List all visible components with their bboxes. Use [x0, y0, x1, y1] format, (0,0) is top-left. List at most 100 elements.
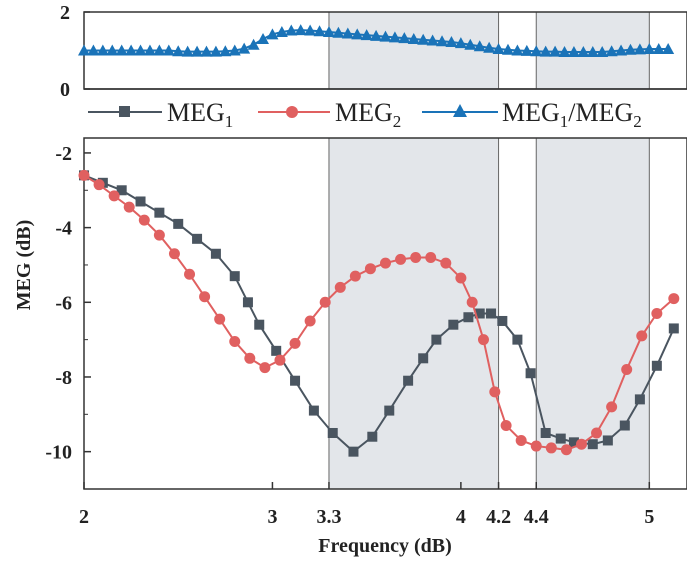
series-meg1-point-10: [254, 319, 265, 330]
series-meg2-point-24: [440, 257, 452, 269]
series-meg2-point-12: [259, 362, 271, 374]
series-meg-ratio-point-57: [615, 44, 628, 56]
series-meg1-point-35: [651, 360, 662, 371]
series-meg2-point-27: [477, 334, 489, 346]
series-meg-ratio-point-7: [143, 44, 156, 56]
series-meg2-point-37: [621, 364, 633, 376]
x-tick-label-2: 3.3: [316, 506, 341, 528]
legend-meg1-label: MEG1​: [167, 98, 233, 131]
series-meg2-point-0: [78, 169, 90, 181]
shaded-band-0: [328, 12, 499, 489]
series-meg-ratio-point-33: [388, 31, 401, 43]
series-meg1-point-17: [384, 405, 395, 416]
x-axis-label: Frequency (dB): [318, 535, 452, 557]
y-tick-label-1: -4: [55, 218, 72, 240]
series-meg-ratio-point-14: [209, 45, 222, 57]
x-tick-label-4: 4.2: [486, 506, 511, 528]
series-meg1-point-3: [135, 196, 146, 207]
series-meg2-point-33: [560, 444, 572, 456]
series-meg2-point-6: [168, 248, 180, 260]
series-meg-ratio-point-12: [191, 45, 204, 57]
series-meg-ratio-point-22: [285, 24, 298, 36]
legend-meg1-marker: [119, 106, 130, 117]
series-meg-ratio-point-28: [341, 27, 354, 39]
series-meg-ratio-point-53: [577, 46, 590, 58]
series-meg2-point-13: [274, 354, 286, 366]
series-meg-ratio-point-21: [275, 26, 288, 38]
series-meg-ratio-point-10: [172, 45, 185, 57]
series-meg-ratio-point-42: [473, 40, 486, 52]
series-meg2-point-11: [244, 352, 256, 364]
series-meg-ratio-point-1: [87, 44, 100, 56]
series-meg2-point-16: [319, 296, 331, 308]
series-meg-ratio-point-44: [492, 42, 505, 54]
series-meg-ratio-point-19: [257, 32, 270, 44]
series-meg1-point-19: [418, 353, 429, 364]
series-meg-ratio-point-5: [125, 44, 138, 56]
series-meg-ratio-point-50: [549, 45, 562, 57]
series-meg2-point-2: [108, 190, 120, 202]
series-meg1-point-33: [619, 420, 630, 431]
series-meg1-point-25: [497, 315, 508, 326]
series-meg2-point-5: [153, 229, 165, 241]
series-meg-ratio-point-26: [322, 26, 335, 38]
series-meg-ratio-point-8: [153, 44, 166, 56]
series-meg-ratio-point-11: [181, 45, 194, 57]
series-meg-ratio-point-6: [134, 44, 147, 56]
top-y-tick-label-0: 0: [60, 79, 70, 101]
series-meg1-point-4: [154, 207, 165, 218]
svg-text:MEG1​/MEG2​: MEG1​/MEG2​: [502, 98, 642, 131]
series-meg1-point-14: [327, 427, 338, 438]
series-meg-ratio-point-58: [624, 43, 637, 55]
series-meg2-point-36: [606, 401, 618, 413]
bottom-panel-frame: [83, 137, 687, 490]
y-tick-label-0: -2: [55, 143, 72, 165]
series-meg1-point-7: [210, 248, 221, 259]
series-meg-ratio-point-47: [520, 44, 533, 56]
series-meg2-point-3: [123, 201, 135, 213]
series-meg2-point-4: [138, 214, 150, 226]
series-meg1-point-27: [525, 368, 536, 379]
series-meg-ratio-point-52: [567, 46, 580, 58]
series-meg1-point-30: [568, 437, 579, 448]
series-meg-ratio-point-24: [304, 24, 317, 36]
series-meg-ratio-point-40: [454, 37, 467, 49]
x-tick-label-3: 4: [456, 506, 466, 528]
series-meg-ratio-point-55: [596, 46, 609, 58]
series-meg1-point-20: [431, 334, 442, 345]
series-meg-ratio-point-49: [539, 45, 552, 57]
x-tick-label-6: 5: [644, 506, 654, 528]
series-meg2-point-25: [455, 272, 467, 284]
series-meg1-point-13: [308, 405, 319, 416]
series-meg2-point-28: [489, 386, 501, 398]
series-meg-ratio-point-61: [652, 42, 665, 54]
series-meg-ratio-point-4: [115, 44, 128, 56]
series-meg-ratio-point-62: [662, 42, 675, 54]
series-meg-ratio-point-54: [586, 46, 599, 58]
series-meg1-point-29: [555, 433, 566, 444]
series-meg2-point-21: [395, 253, 407, 265]
series-meg-ratio-point-18: [247, 38, 260, 50]
series-meg-ratio-point-56: [605, 45, 618, 57]
series-meg2-point-20: [380, 257, 391, 269]
y-tick-label-3: -8: [55, 367, 72, 389]
bottom-x-axis: 2 3 3.3 4 4.2 4.4 5: [79, 482, 654, 528]
series-meg-ratio-point-46: [511, 44, 524, 56]
series-meg1-point-28: [540, 427, 551, 438]
series-meg-ratio-point-20: [266, 28, 279, 40]
bottom-y-axis: -2 -4 -6 -8 -10: [45, 143, 91, 490]
x-tick-label-1: 3: [267, 506, 277, 528]
series-meg2-point-14: [289, 337, 301, 349]
series-meg-ratio-point-15: [219, 45, 232, 57]
series-meg2-point-8: [199, 291, 211, 303]
series-meg2-point-26: [466, 296, 478, 308]
series-meg-ratio-point-3: [106, 44, 119, 56]
series-meg1-point-6: [192, 233, 203, 244]
series-meg-ratio-point-36: [417, 33, 430, 45]
series-meg-ratio-point-2: [96, 44, 109, 56]
series-meg-ratio-point-41: [464, 38, 477, 50]
series-meg1-point-15: [348, 446, 359, 457]
series-meg2-point-18: [349, 270, 361, 282]
series-meg-ratio-point-30: [360, 29, 373, 41]
series-meg-ratio-point-23: [294, 24, 307, 36]
